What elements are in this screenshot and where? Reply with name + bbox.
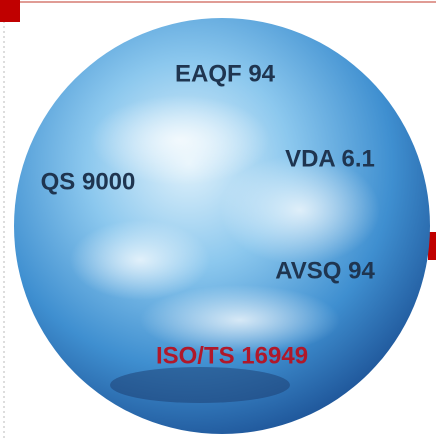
- label: QS 9000: [41, 168, 136, 195]
- label: AVSQ 94: [275, 257, 375, 284]
- label: ISO/TS 16949: [156, 342, 308, 369]
- label: VDA 6.1: [285, 145, 375, 172]
- globe-graphic: EAQF 94 VDA 6.1 QS 9000 AVSQ 94 ISO/TS 1…: [0, 0, 436, 441]
- cloud: [70, 220, 210, 300]
- landmass: [110, 367, 290, 403]
- label: EAQF 94: [175, 60, 276, 87]
- page: EAQF 94 VDA 6.1 QS 9000 AVSQ 94 ISO/TS 1…: [0, 0, 436, 441]
- corner-mark: [0, 0, 20, 22]
